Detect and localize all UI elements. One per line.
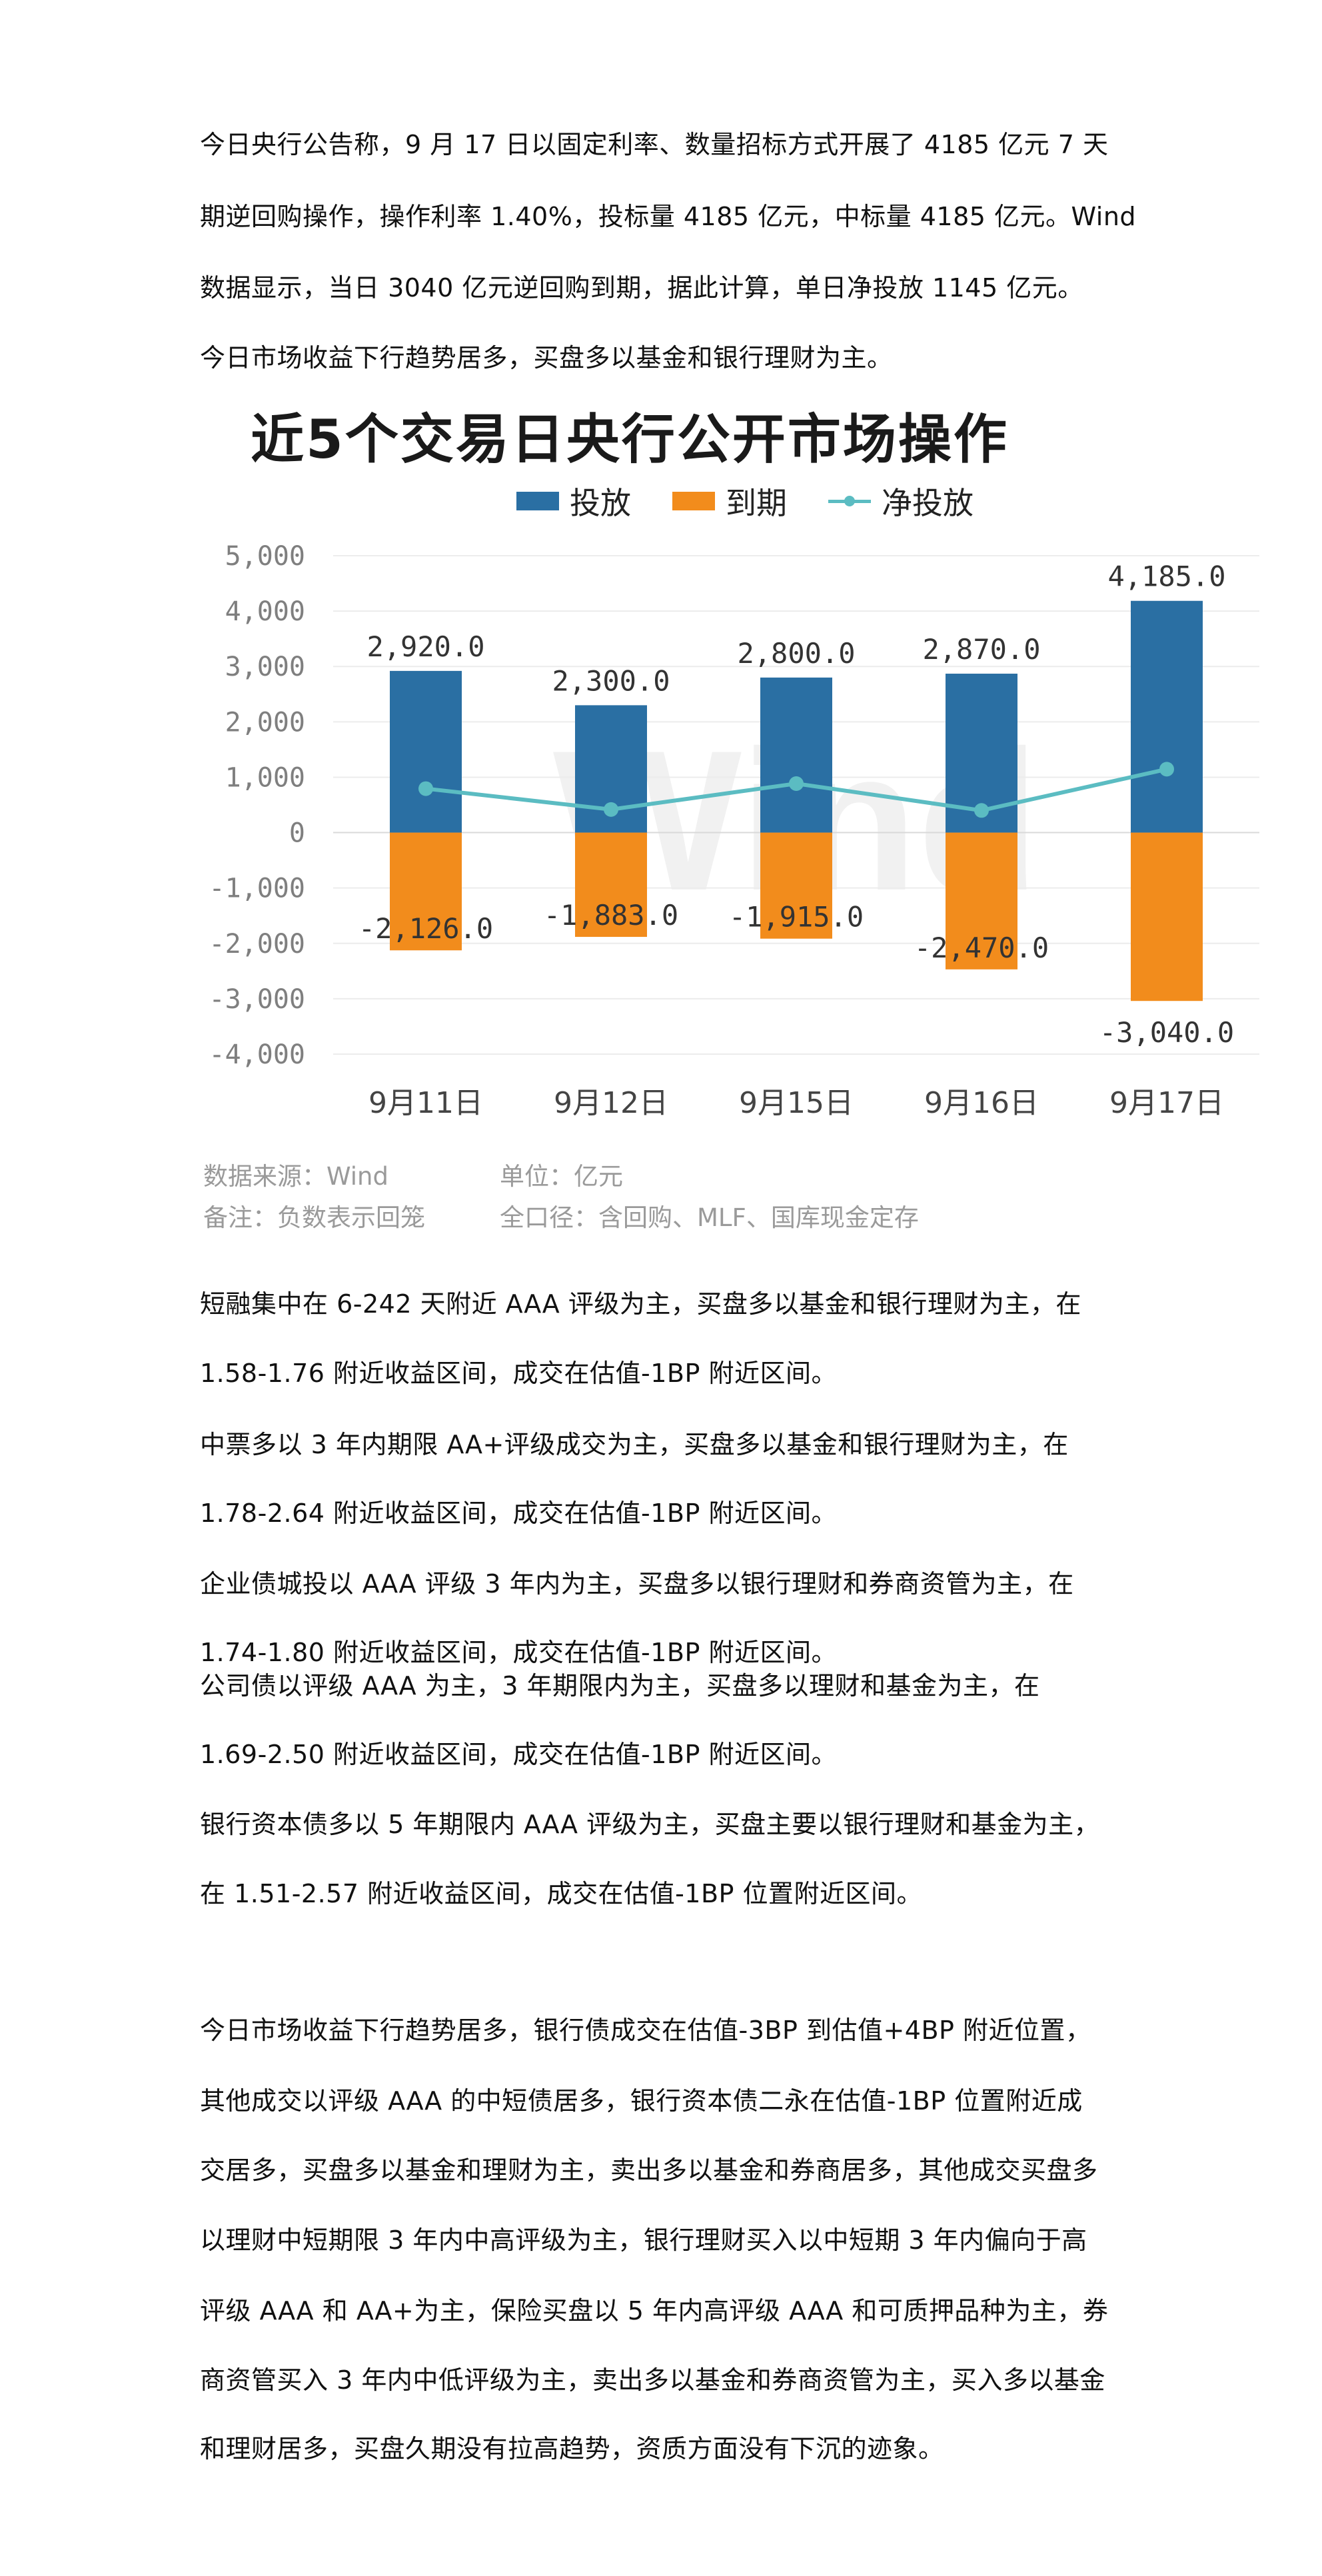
bar-label-issuance: 4,185.0 (1107, 560, 1225, 593)
text-line: 商资管买入 3 年内中低评级为主，卖出多以基金和券商资管为主，买入多以基金 (200, 2365, 1105, 2395)
chart-title: 近5个交易日央行公开市场操作 (251, 408, 1009, 470)
bar-maturity (390, 832, 462, 951)
legend-item-issuance: 投放 (516, 479, 631, 523)
text-line: 公司债以评级 AAA 为主，3 年期限内为主，买盘多以理财和基金为主，在 (200, 1671, 1040, 1700)
net-point (974, 803, 989, 818)
text-line: 今日市场收益下行趋势居多，银行债成交在估值-3BP 到估值+4BP 附近位置， (200, 2016, 1091, 2045)
legend-label: 净投放 (882, 485, 974, 521)
y-tick-label: 2,000 (225, 707, 305, 738)
legend-item-maturity: 到期 (672, 479, 787, 523)
bar-label-issuance: 2,300.0 (552, 664, 670, 697)
text-line: 交居多，买盘多以基金和理财为主，卖出多以基金和券商居多，其他成交买盘多 (200, 2156, 1098, 2185)
chart-plot: Wind5,0004,0003,0002,0001,0000-1,000-2,0… (209, 541, 1259, 1120)
text-line: 1.78-2.64 附近收益区间，成交在估值-1BP 附近区间。 (200, 1499, 837, 1528)
bar-issuance (390, 670, 462, 833)
text-line: 其他成交以评级 AAA 的中短债居多，银行资本债二永在估值-1BP 位置附近成 (200, 2086, 1083, 2116)
chart-legend: 投放 到期 净投放 (516, 481, 1015, 521)
text-line: 数据显示，当日 3040 亿元逆回购到期，据此计算，单日净投放 1145 亿元。 (200, 273, 1083, 303)
net-point (789, 776, 804, 792)
bar-label-maturity: -2,470.0 (914, 932, 1049, 964)
bar-maturity (946, 832, 1017, 969)
legend-line-marker (828, 492, 871, 510)
bar-label-issuance: 2,800.0 (737, 637, 855, 670)
bar-label-maturity: -1,915.0 (729, 901, 864, 934)
text-line: 期逆回购操作，操作利率 1.40%，投标量 4185 亿元，中标量 4185 亿… (200, 202, 1137, 231)
text-line: 企业债城投以 AAA 评级 3 年内为主，买盘多以银行理财和券商资管为主，在 (200, 1569, 1074, 1599)
chart-unit-note: 单位：亿元 (500, 1162, 623, 1191)
bar-maturity (1131, 832, 1203, 1001)
y-tick-label: -3,000 (209, 984, 306, 1015)
text-line: 以理财中短期限 3 年内中高评级为主，银行理财买入以中短期 3 年内偏向于高 (200, 2226, 1087, 2255)
text-line: 短融集中在 6-242 天附近 AAA 评级为主，买盘多以基金和银行理财为主，在 (200, 1289, 1081, 1319)
y-tick-label: -4,000 (209, 1039, 306, 1070)
bar-label-issuance: 2,870.0 (922, 633, 1040, 666)
y-tick-label: -2,000 (209, 929, 306, 960)
text-line: 在 1.51-2.57 附近收益区间，成交在估值-1BP 位置附近区间。 (200, 1879, 923, 1908)
bar-label-maturity: -2,126.0 (358, 912, 493, 945)
bar-maturity (575, 832, 647, 938)
text-line: 1.74-1.80 附近收益区间，成交在估值-1BP 附近区间。 (200, 1638, 837, 1667)
bar-issuance (1131, 600, 1203, 833)
legend-label: 投放 (570, 485, 631, 521)
legend-swatch (672, 492, 715, 510)
x-tick-label: 9月11日 (368, 1086, 483, 1120)
legend-label: 到期 (726, 485, 787, 521)
text-line: 评级 AAA 和 AA+为主，保险买盘以 5 年内高评级 AAA 和可质押品种为… (200, 2296, 1109, 2325)
y-tick-label: -1,000 (209, 874, 306, 904)
x-tick-label: 9月17日 (1109, 1086, 1224, 1120)
text-line: 1.58-1.76 附近收益区间，成交在估值-1BP 附近区间。 (200, 1359, 837, 1388)
bar-issuance (760, 677, 832, 833)
text-line: 今日央行公告称，9 月 17 日以固定利率、数量招标方式开展了 4185 亿元 … (200, 130, 1109, 159)
x-tick-label: 9月16日 (924, 1086, 1039, 1120)
text-line: 中票多以 3 年内期限 AA+评级成交为主，买盘多以基金和银行理财为主，在 (200, 1430, 1069, 1459)
net-point (418, 781, 433, 796)
text-line: 银行资本债多以 5 年期限内 AAA 评级为主，买盘主要以银行理财和基金为主， (200, 1810, 1100, 1839)
x-tick-label: 9月15日 (739, 1086, 854, 1120)
chart-source-note: 数据来源：Wind (203, 1162, 388, 1191)
chart-remark-note: 备注：负数表示回笼 (203, 1203, 425, 1232)
y-tick-label: 0 (289, 818, 305, 849)
x-tick-label: 9月12日 (554, 1086, 668, 1120)
bar-label-maturity: -1,883.0 (544, 899, 678, 932)
y-tick-label: 3,000 (225, 652, 305, 682)
y-tick-label: 4,000 (225, 596, 305, 627)
text-line: 和理财居多，买盘久期没有拉高趋势，资质方面没有下沉的迹象。 (200, 2434, 944, 2463)
bar-label-issuance: 2,920.0 (366, 630, 484, 663)
text-line: 今日市场收益下行趋势居多，买盘多以基金和银行理财为主。 (200, 343, 893, 372)
chart-scope-note: 全口径：含回购、MLF、国库现金定存 (500, 1203, 919, 1232)
net-point (604, 802, 618, 817)
net-point (1159, 762, 1174, 777)
y-tick-label: 1,000 (225, 762, 305, 793)
legend-swatch (516, 492, 559, 510)
text-line: 1.69-2.50 附近收益区间，成交在估值-1BP 附近区间。 (200, 1740, 837, 1769)
y-tick-label: 5,000 (225, 541, 305, 572)
bar-maturity (760, 832, 832, 939)
bar-label-maturity: -3,040.0 (1099, 1016, 1234, 1049)
legend-item-net: 净投放 (828, 479, 974, 523)
